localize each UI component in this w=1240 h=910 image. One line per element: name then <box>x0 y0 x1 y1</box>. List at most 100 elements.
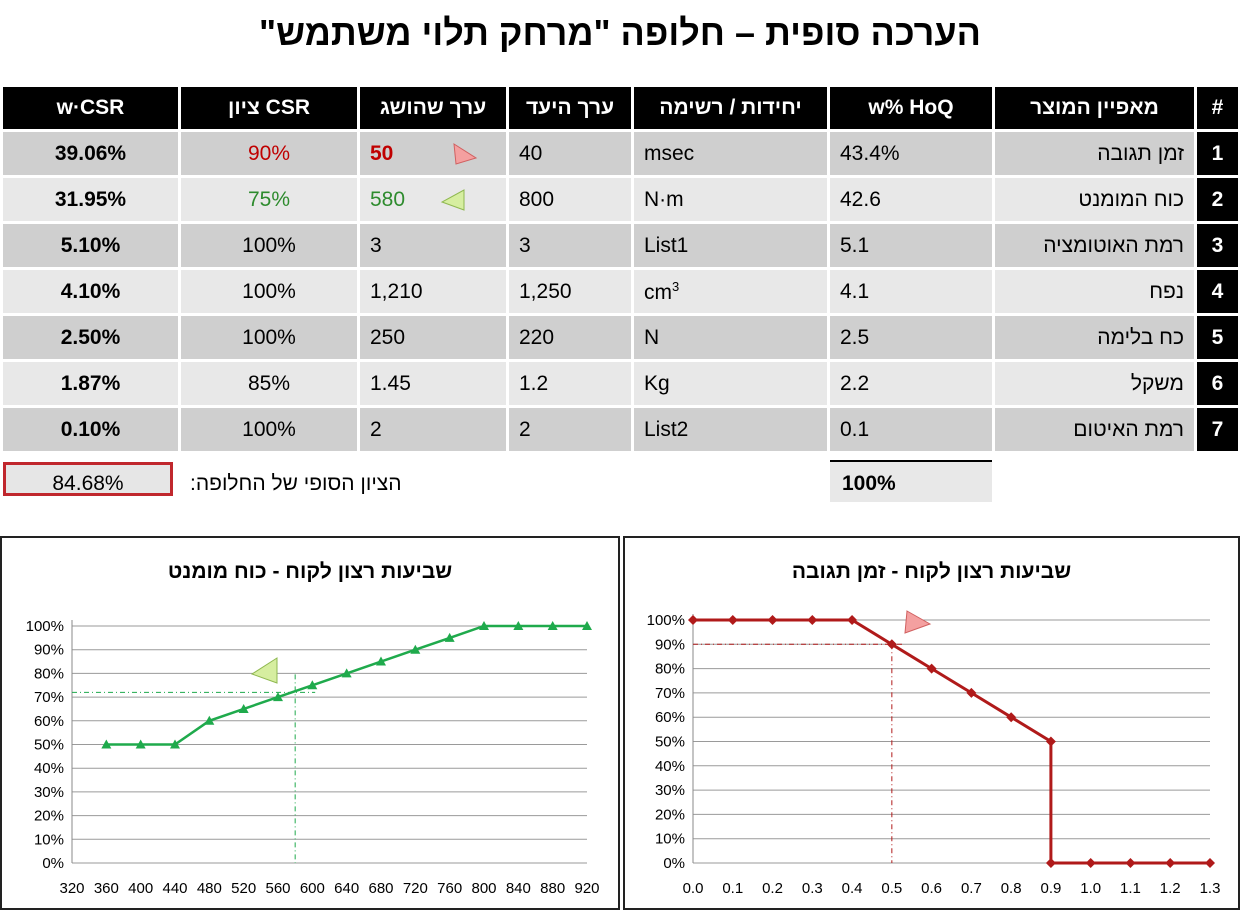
x-tick-label: 480 <box>197 880 222 897</box>
row-number: 2 <box>1197 178 1238 221</box>
data-point-marker <box>135 739 146 749</box>
header-wcsr: w·CSR <box>3 87 178 129</box>
row-number: 7 <box>1197 408 1238 451</box>
x-tick-label: 920 <box>574 880 599 897</box>
series-line <box>106 624 587 746</box>
data-point-marker <box>479 621 489 630</box>
evaluation-table: w·CSR ציון CSR ערך שהושג ערך היעד יחידות… <box>0 84 1240 454</box>
wcsr-cell: 5.10% <box>3 224 178 267</box>
data-point-marker <box>410 644 421 654</box>
warning-triangle-icon <box>453 143 478 165</box>
table-row: 0.10% 100% 2 2 List2 0.1 רמת האיטום 7 <box>3 408 1238 451</box>
x-tick-label: 0.7 <box>961 880 982 897</box>
x-tick-label: 720 <box>403 880 428 897</box>
x-tick-label: 1.3 <box>1200 880 1221 897</box>
achieved-cell: 2 <box>360 408 506 451</box>
hoq-cell: 0.1 <box>830 408 992 451</box>
y-tick-label: 60% <box>655 709 685 726</box>
hoq-total: 100% <box>830 460 992 502</box>
x-tick-label: 0.9 <box>1040 880 1061 897</box>
achieved-value: 580 <box>370 187 406 211</box>
data-point-marker <box>727 615 738 625</box>
row-number: 6 <box>1197 362 1238 405</box>
pointer-triangle-icon <box>904 610 932 634</box>
x-tick-label: 640 <box>334 880 359 897</box>
csr-cell: 100% <box>181 316 357 359</box>
data-point-marker <box>444 632 455 642</box>
feature-cell: נפח <box>995 270 1194 313</box>
y-tick-label: 100% <box>647 612 685 629</box>
data-point-marker <box>966 687 977 698</box>
x-tick-label: 760 <box>437 880 462 897</box>
wcsr-cell: 2.50% <box>3 316 178 359</box>
achieved-cell: 580 <box>360 178 506 221</box>
x-tick-label: 0.6 <box>921 880 942 897</box>
data-point-marker <box>847 615 858 625</box>
y-tick-label: 50% <box>655 734 685 751</box>
y-tick-label: 50% <box>34 737 64 754</box>
y-tick-label: 40% <box>655 758 685 775</box>
units-cell: cm3 <box>634 270 827 313</box>
chart-title: שביעות רצון לקוח - כוח מומנט <box>168 560 452 583</box>
row-number: 4 <box>1197 270 1238 313</box>
y-tick-label: 30% <box>655 782 685 799</box>
data-point-marker <box>204 715 215 725</box>
achieved-cell: 1.45 <box>360 362 506 405</box>
data-point-marker <box>807 615 818 625</box>
y-tick-label: 40% <box>34 760 64 777</box>
table-row: 4.10% 100% 1,210 1,250 cm3 4.1 נפח 4 <box>3 270 1238 313</box>
header-target: ערך היעד <box>509 87 631 129</box>
table-row: 39.06% 90% 50 40 msec 43.4% זמן תגובה 1 <box>3 132 1238 175</box>
achieved-cell: 250 <box>360 316 506 359</box>
x-tick-label: 680 <box>368 880 393 897</box>
y-tick-label: 100% <box>26 618 64 635</box>
units-cell: msec <box>634 132 827 175</box>
x-tick-label: 0.4 <box>842 880 863 897</box>
final-score-label: הציון הסופי של החלופה: <box>190 472 402 495</box>
target-cell: 40 <box>509 132 631 175</box>
table-row: 5.10% 100% 3 3 List1 5.1 רמת האוטומציה 3 <box>3 224 1238 267</box>
data-point-marker <box>547 621 558 630</box>
x-tick-label: 0.2 <box>762 880 783 897</box>
x-tick-label: 440 <box>162 880 187 897</box>
table-row: 2.50% 100% 250 220 N 2.5 כח בלימה 5 <box>3 316 1238 359</box>
units-cell: N <box>634 316 827 359</box>
indicator-triangle-icon <box>440 189 465 211</box>
units-superscript: 3 <box>672 278 680 294</box>
response-time-chart: שביעות רצון לקוח - זמן תגובה 0% 10% 20% 30% 4… <box>623 536 1240 910</box>
data-point-marker <box>926 663 937 674</box>
csr-cell: 100% <box>181 224 357 267</box>
feature-cell: כוח המומנט <box>995 178 1194 221</box>
x-tick-label: 360 <box>94 880 119 897</box>
feature-cell: רמת האיטום <box>995 408 1194 451</box>
header-hoq: w% HoQ <box>830 87 992 129</box>
row-number: 5 <box>1197 316 1238 359</box>
units-cell: List2 <box>634 408 827 451</box>
units-cell: List1 <box>634 224 827 267</box>
y-tick-label: 70% <box>655 685 685 702</box>
x-tick-label: 560 <box>265 880 290 897</box>
row-number: 3 <box>1197 224 1238 267</box>
data-point-marker <box>1125 858 1136 868</box>
y-tick-label: 20% <box>34 808 64 825</box>
y-tick-label: 10% <box>655 831 685 848</box>
y-tick-label: 60% <box>34 713 64 730</box>
x-tick-label: 0.5 <box>881 880 902 897</box>
data-point-marker <box>1045 736 1056 747</box>
target-cell: 2 <box>509 408 631 451</box>
hoq-cell: 4.1 <box>830 270 992 313</box>
y-tick-label: 90% <box>655 636 685 653</box>
x-tick-label: 0.0 <box>683 880 704 897</box>
table-row: 31.95% 75% 580 800 N·m 42.6 כוח המומנט 2 <box>3 178 1238 221</box>
data-point-marker <box>1085 858 1096 868</box>
data-point-marker <box>307 680 318 690</box>
csr-cell: 75% <box>181 178 357 221</box>
csr-cell: 90% <box>181 132 357 175</box>
achieved-cell: 3 <box>360 224 506 267</box>
y-tick-label: 0% <box>42 855 64 872</box>
target-cell: 1.2 <box>509 362 631 405</box>
hoq-cell: 2.5 <box>830 316 992 359</box>
data-point-marker <box>1165 858 1176 868</box>
x-tick-label: 840 <box>506 880 531 897</box>
target-cell: 800 <box>509 178 631 221</box>
